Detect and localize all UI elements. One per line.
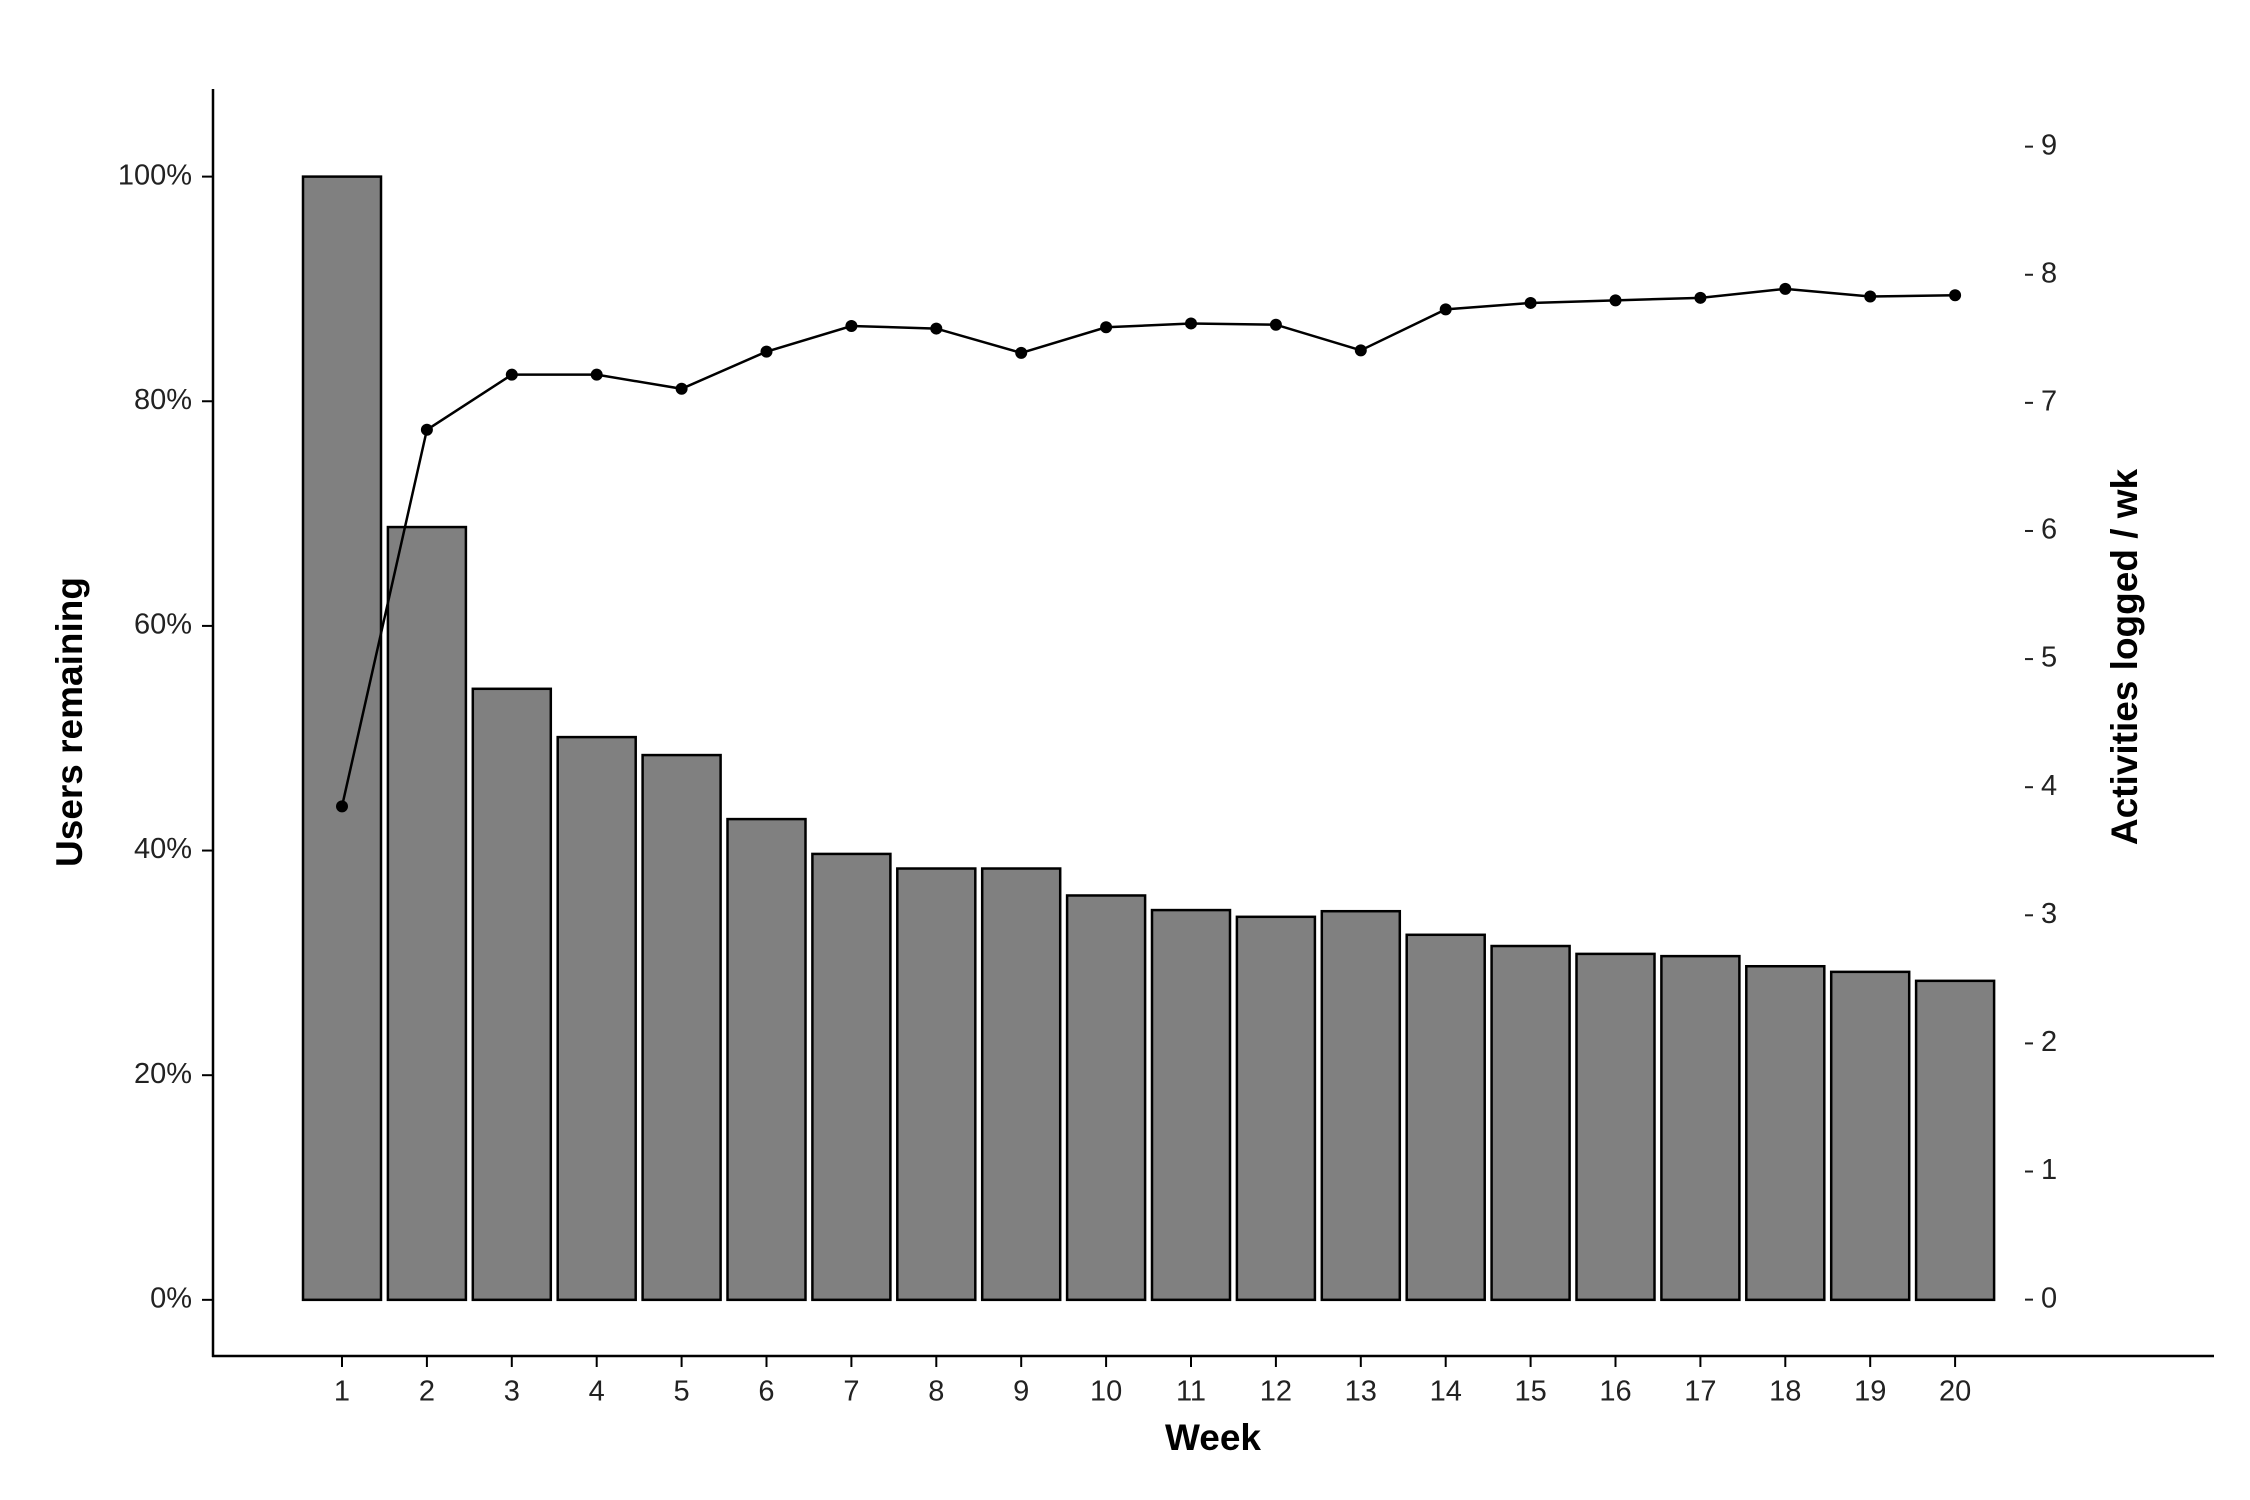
x-tick-label: 1 [334,1376,350,1408]
point [1779,282,1792,295]
y2-tick-label: 6 [2041,514,2057,546]
y-tick-label: 0% [150,1282,192,1314]
bar [1660,954,1741,1302]
bar [556,735,637,1302]
bar [471,687,553,1302]
x-tick-label: 2 [419,1376,435,1408]
x-tick-label: 6 [758,1376,774,1408]
x-tick-label: 7 [843,1376,859,1408]
point [590,368,603,381]
x-tick-label: 12 [1260,1376,1292,1408]
x-tick-label: 20 [1939,1376,1971,1408]
y-tick-label: 60% [134,609,192,641]
y2-tick-label: 1 [2041,1154,2057,1186]
y2-tick-label: 5 [2041,642,2057,674]
y-tick-label: 80% [134,384,192,416]
bar [1150,908,1232,1302]
x-tick-label: 8 [928,1376,944,1408]
x-tick-label: 10 [1090,1376,1122,1408]
bar [1914,979,1996,1302]
point [760,345,773,358]
y2-axis-title: Activities logged / wk [2104,468,2145,845]
x-tick-label: 16 [1599,1376,1631,1408]
bar [1575,952,1656,1302]
x-tick-label: 3 [504,1376,520,1408]
x-axis-title: Week [1165,1417,1261,1458]
bar [1490,944,1571,1302]
point [1100,321,1113,334]
x-tick-label: 9 [1013,1376,1029,1408]
point [1185,317,1197,330]
y2-tick-label: 0 [2041,1282,2057,1314]
x-tick-label: 13 [1345,1376,1377,1408]
y-tick-label: 20% [134,1058,192,1090]
point [1694,291,1707,304]
line [340,287,1956,807]
x-tick-label: 15 [1514,1376,1546,1408]
point [1864,290,1877,303]
bar [1235,915,1317,1302]
point [1015,346,1028,359]
y2-tick-label: 3 [2041,898,2057,930]
point [1609,294,1622,307]
bar [726,817,807,1302]
bar [896,867,977,1302]
point [675,382,688,395]
bar [641,753,722,1302]
y-tick-label: 40% [134,833,192,865]
point [1949,289,1962,302]
y2-tick-label: 7 [2041,386,2057,418]
x-tick-label: 14 [1430,1376,1462,1408]
bar [811,852,892,1302]
point [1439,303,1452,316]
bar [1065,894,1147,1302]
point [845,320,858,333]
y2-tick-label: 2 [2041,1026,2057,1058]
x-tick-label: 17 [1684,1376,1716,1408]
x-tick-label: 18 [1769,1376,1801,1408]
y2-tick-label: 9 [2041,129,2057,161]
y2-tick-label: 4 [2041,770,2057,802]
bar [1320,909,1402,1302]
y-tick-label: 100% [118,159,192,191]
point [1354,344,1367,357]
y-axis-title: Users remaining [49,577,90,867]
bar [1405,933,1486,1302]
point [930,322,943,335]
point [505,368,518,381]
bar [1829,970,1911,1302]
bar [386,525,468,1302]
bar [980,867,1062,1302]
x-tick-label: 4 [589,1376,605,1408]
x-tick-label: 5 [674,1376,690,1408]
x-tick-label: 11 [1176,1376,1206,1408]
bar [1745,964,1826,1302]
point [1524,296,1537,309]
bar [301,175,383,1302]
point [420,423,433,436]
x-tick-label: 19 [1854,1376,1886,1408]
y2-tick-label: 8 [2041,257,2057,289]
point [336,800,348,813]
point [1269,318,1282,331]
